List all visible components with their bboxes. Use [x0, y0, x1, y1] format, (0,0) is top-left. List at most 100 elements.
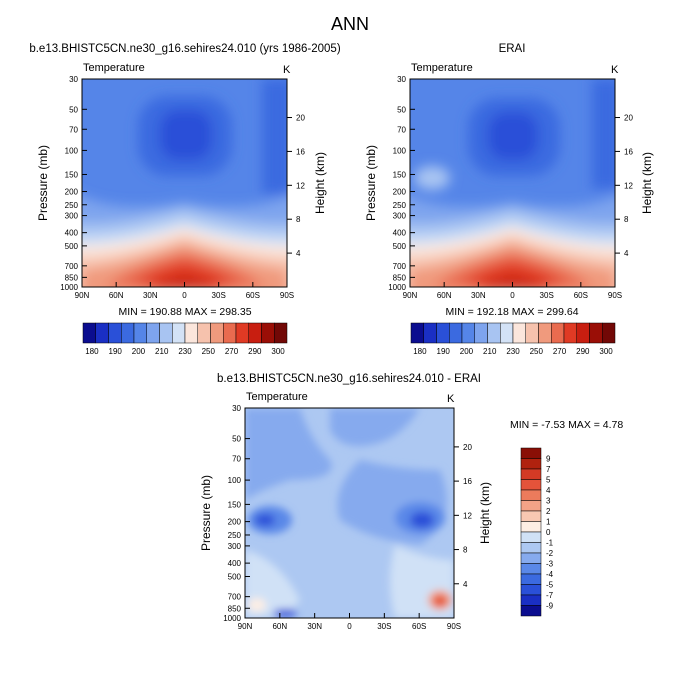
colorbar-label: 270: [225, 347, 239, 356]
colorbar-label: 3: [546, 497, 551, 506]
variable-label: Temperature: [246, 391, 308, 403]
colorbar-label: 200: [132, 347, 146, 356]
colorbar-label: 9: [546, 455, 551, 464]
colorbar-swatch: [223, 322, 237, 344]
colorbar-swatch: [436, 322, 450, 344]
height-tick-label: 4: [624, 249, 629, 258]
pressure-tick-label: 1000: [388, 283, 406, 292]
colorbar-swatch: [235, 322, 249, 344]
colorbar-label: -4: [546, 570, 554, 579]
colorbar-label: -7: [546, 591, 554, 600]
colorbar: 180 190 200 210 230 250 270 290 300: [410, 322, 616, 356]
latitude-tick-label: 90S: [608, 291, 622, 300]
pressure-tick-label: 30: [397, 75, 406, 84]
units-label: K: [283, 64, 291, 76]
colorbar-swatch: [95, 322, 109, 344]
colorbar-swatch: [589, 322, 603, 344]
pressure-tick-label: 700: [393, 262, 407, 271]
pressure-tick-label: 700: [65, 262, 79, 271]
pressure-tick-label: 500: [65, 242, 79, 251]
colorbar-swatch: [210, 322, 224, 344]
pressure-tick-label: 300: [228, 542, 242, 551]
colorbar-label: 0: [546, 528, 551, 537]
colorbar-swatch: [520, 468, 542, 480]
height-tick-label: 12: [624, 181, 633, 190]
latitude-ticks: 90N 60N 30N 0 30S 60S 90S: [75, 282, 294, 300]
colorbar-label: 230: [178, 347, 192, 356]
height-tick-label: 12: [463, 511, 472, 520]
colorbar-swatch: [551, 322, 565, 344]
colorbar-swatch: [520, 605, 542, 617]
pressure-tick-label: 150: [393, 170, 407, 179]
latitude-tick-label: 60N: [109, 291, 124, 300]
colorbar-label: 300: [599, 347, 613, 356]
pressure-tick-label: 250: [65, 201, 79, 210]
latitude-tick-label: 60N: [272, 622, 287, 631]
pressure-tick-label: 500: [228, 572, 242, 581]
pressure-tick-label: 850: [228, 604, 242, 613]
height-tick-label: 16: [624, 147, 633, 156]
y-axis-title: Pressure (mb): [36, 145, 50, 221]
colorbar-swatch: [184, 322, 198, 344]
latitude-tick-label: 0: [347, 622, 352, 631]
pressure-tick-label: 30: [232, 404, 241, 413]
latitude-tick-label: 0: [510, 291, 515, 300]
colorbar-swatch: [520, 563, 542, 575]
units-label: K: [611, 64, 619, 76]
pressure-tick-label: 200: [65, 188, 79, 197]
colorbar-label: 190: [109, 347, 123, 356]
pressure-tick-label: 70: [69, 125, 78, 134]
latitude-tick-label: 30S: [212, 291, 226, 300]
colorbar-label: 180: [413, 347, 427, 356]
y2-axis-title: Height (km): [478, 482, 492, 544]
variable-label: Temperature: [411, 62, 473, 74]
pressure-tick-label: 250: [228, 531, 242, 540]
pressure-tick-label: 200: [228, 518, 242, 527]
height-tick-label: 8: [624, 215, 629, 224]
latitude-tick-label: 90N: [238, 622, 253, 631]
pressure-tick-label: 300: [65, 212, 79, 221]
height-tick-label: 16: [296, 147, 305, 156]
colorbar-label: 5: [546, 476, 551, 485]
colorbar-label: 1: [546, 518, 551, 527]
pressure-tick-label: 100: [228, 476, 242, 485]
pressure-tick-label: 400: [393, 229, 407, 238]
latitude-tick-label: 90N: [75, 291, 90, 300]
colorbar-swatch: [520, 594, 542, 606]
colorbar-swatch: [500, 322, 514, 344]
pressure-tick-label: 850: [65, 273, 79, 282]
colorbar-label: -3: [546, 560, 554, 569]
colorbar-swatch: [520, 500, 542, 512]
colorbar-swatch: [261, 322, 275, 344]
colorbar-swatch: [538, 322, 552, 344]
colorbar-swatch: [525, 322, 539, 344]
latitude-tick-label: 60N: [437, 291, 452, 300]
pressure-tick-label: 150: [228, 500, 242, 509]
colorbar-swatch: [487, 322, 501, 344]
latitude-tick-label: 90S: [280, 291, 294, 300]
minmax-label: MIN = -7.53 MAX = 4.78: [510, 419, 623, 431]
colorbar-swatch: [423, 322, 437, 344]
colorbar-label: -5: [546, 581, 554, 590]
height-tick-label: 8: [463, 546, 468, 555]
colorbar-swatch: [197, 322, 211, 344]
y-axis-title: Pressure (mb): [364, 145, 378, 221]
pressure-tick-label: 500: [393, 242, 407, 251]
height-ticks: 20 16 12 8 4: [287, 114, 305, 258]
y2-axis-title: Height (km): [313, 152, 327, 214]
colorbar: 97 54 32 10 -1-2 -3-4 -5-7 -9: [520, 447, 554, 617]
colorbar-swatch: [520, 521, 542, 533]
colorbar-label: 180: [85, 347, 99, 356]
colorbar-swatch: [520, 510, 542, 522]
latitude-tick-label: 30S: [377, 622, 391, 631]
pressure-tick-label: 30: [69, 75, 78, 84]
colorbar-swatch: [602, 322, 616, 344]
latitude-tick-label: 90S: [447, 622, 461, 631]
pressure-tick-label: 400: [228, 559, 242, 568]
minmax-label: MIN = 190.88 MAX = 298.35: [118, 306, 251, 318]
colorbar-label: -2: [546, 549, 554, 558]
colorbar-swatch: [410, 322, 424, 344]
